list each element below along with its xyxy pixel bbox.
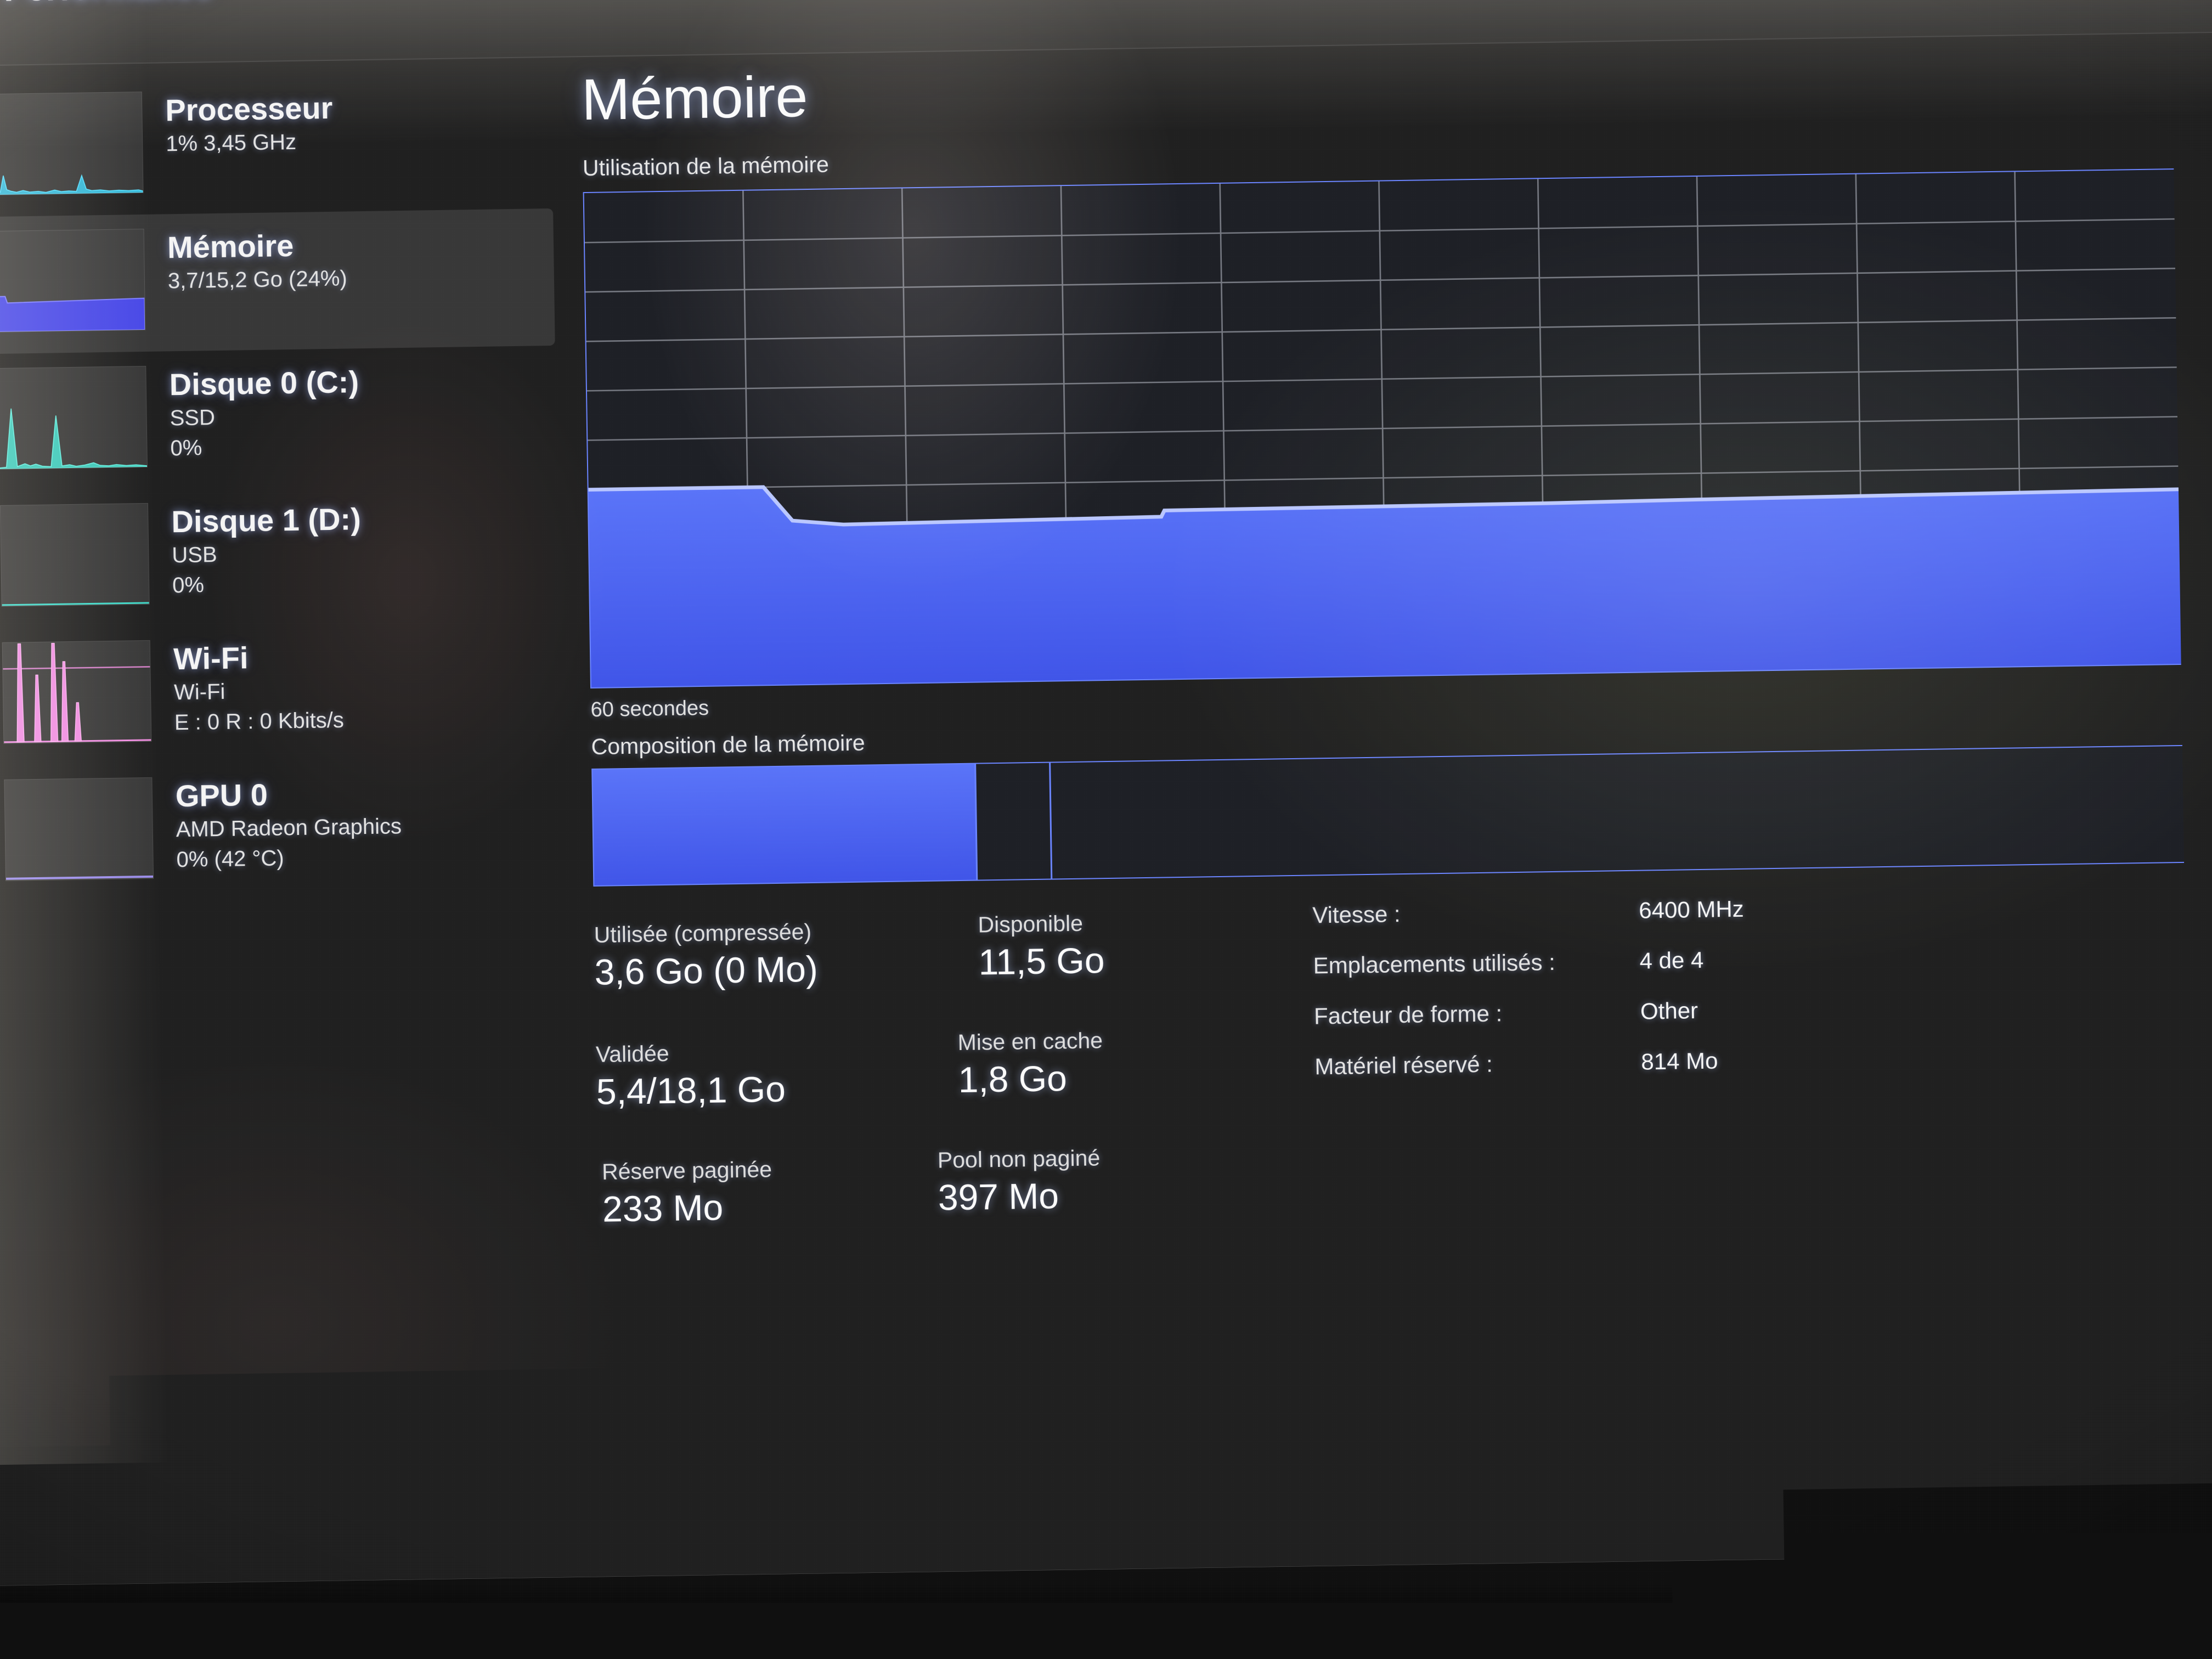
hidden-icons-button[interactable]	[1766, 1584, 1806, 1624]
volume-button[interactable]	[2171, 1578, 2211, 1618]
stat-cached: Mise en cache 1,8 Go	[957, 1028, 1103, 1101]
sidebar-item-disque-0[interactable]: Disque 0 (C:) SSD 0%	[0, 346, 557, 491]
stat-available-value: 11,5 Go	[978, 940, 1105, 983]
safely-remove-hardware-button[interactable]	[1847, 1583, 1887, 1623]
stat-used: Utilisée (compressée) 3,6 Go (0 Mo)	[594, 919, 818, 994]
wifi-thumbnail-graph	[2, 640, 152, 744]
spec-key: Facteur de forme :	[1314, 998, 1641, 1030]
sidebar-item-label: Mémoire	[167, 228, 347, 265]
memory-specs: Vitesse : 6400 MHz Emplacements utilisés…	[1312, 896, 1747, 1104]
task-manager-button[interactable]	[1273, 1581, 1335, 1644]
memory-usage-chart	[583, 168, 2181, 689]
sidebar-item-label: Disque 1 (D:)	[171, 502, 361, 539]
system-tray	[1766, 1578, 2212, 1624]
composition-segment-standby-free	[1049, 746, 2184, 879]
sidebar-item-sub1: SSD	[170, 402, 359, 432]
sidebar-item-sub2: E : 0 R : 0 Kbits/s	[174, 707, 345, 737]
resource-sidebar: Processeur 1% 3,45 GHz Mémoire 3,7/15,2 …	[0, 71, 567, 1177]
memory-composition-bar	[591, 745, 2184, 887]
spec-value: Other	[1640, 997, 1699, 1025]
spec-row-form-factor: Facteur de forme : Other	[1314, 997, 1746, 1054]
sidebar-item-sub1: AMD Radeon Graphics	[176, 812, 402, 844]
monitor-screen: Performance Exécuter u	[0, 0, 2212, 1659]
sidebar-item-gpu-0[interactable]: GPU 0 AMD Radeon Graphics 0% (42 °C)	[0, 757, 563, 902]
memory-thumbnail-graph	[0, 229, 145, 332]
stat-nonpaged-pool: Pool non paginé 397 Mo	[938, 1146, 1101, 1218]
edge-icon	[1027, 1585, 1090, 1647]
memory-detail-panel: Mémoire Utilisation de la mémoire	[581, 46, 2212, 1208]
stat-paged-pool: Réserve paginée 233 Mo	[602, 1157, 773, 1231]
composition-segment-modified	[974, 763, 1051, 880]
stat-nonpaged-pool-label: Pool non paginé	[938, 1146, 1101, 1172]
memory-stats: Utilisée (compressée) 3,6 Go (0 Mo) Disp…	[594, 900, 2101, 1208]
sidebar-item-sub2: 0%	[172, 569, 362, 600]
spec-value: 4 de 4	[1639, 947, 1703, 974]
folder-icon	[1150, 1583, 1212, 1645]
page-title: Performance	[3, 0, 213, 9]
spec-value: 814 Mo	[1641, 1048, 1718, 1075]
sidebar-item-label: Wi-Fi	[173, 640, 343, 676]
stat-paged-pool-label: Réserve paginée	[602, 1157, 772, 1184]
stat-committed: Validée 5,4/18,1 Go	[596, 1040, 786, 1113]
spec-key: Matériel réservé :	[1314, 1049, 1641, 1080]
network-button[interactable]	[2090, 1579, 2130, 1620]
spec-row-slots: Emplacements utilisés : 4 de 4	[1313, 946, 1745, 1003]
spec-key: Vitesse :	[1312, 898, 1639, 929]
spec-row-speed: Vitesse : 6400 MHz	[1312, 896, 1745, 953]
stat-available-label: Disponible	[978, 911, 1104, 937]
photographed-screen: Performance Exécuter u	[0, 0, 2212, 1659]
stat-used-value: 3,6 Go (0 Mo)	[594, 949, 818, 994]
start-button[interactable]	[904, 1587, 967, 1649]
stat-available: Disponible 11,5 Go	[978, 911, 1105, 983]
edge-button[interactable]	[1027, 1585, 1090, 1647]
stat-committed-label: Validée	[596, 1040, 786, 1067]
sidebar-item-label: Processeur	[165, 91, 333, 128]
sidebar-item-label: GPU 0	[175, 776, 401, 814]
stat-paged-pool-value: 233 Mo	[602, 1186, 773, 1230]
sidebar-item-disque-1[interactable]: Disque 1 (D:) USB 0%	[0, 483, 559, 628]
stat-nonpaged-pool-value: 397 Mo	[938, 1175, 1101, 1218]
task-manager-window: Performance Exécuter u	[0, 0, 2212, 1586]
stat-used-label: Utilisée (compressée)	[594, 919, 817, 947]
cpu-thumbnail-graph	[0, 92, 144, 195]
sidebar-item-sub1: USB	[172, 539, 362, 569]
active-app-indicator	[1299, 1649, 1311, 1657]
sidebar-item-label: Disque 0 (C:)	[169, 365, 359, 402]
sidebar-item-sub1: Wi-Fi	[174, 676, 344, 707]
sidebar-item-sub1: 3,7/15,2 Go (24%)	[168, 264, 348, 295]
task-manager-icon	[1273, 1581, 1335, 1644]
sidebar-item-wifi[interactable]: Wi-Fi Wi-Fi E : 0 R : 0 Kbits/s	[0, 620, 561, 765]
composition-segment-in-use	[592, 764, 976, 885]
spec-key: Emplacements utilisés :	[1313, 948, 1640, 979]
stat-committed-value: 5,4/18,1 Go	[596, 1069, 786, 1113]
chart-area-series	[584, 170, 2181, 687]
sidebar-item-sub1: 1% 3,45 GHz	[166, 128, 334, 159]
stat-cached-value: 1,8 Go	[958, 1057, 1103, 1101]
amd-software-tray-button[interactable]	[2009, 1581, 2049, 1621]
main-title: Mémoire	[581, 46, 2212, 129]
stat-cached-label: Mise en cache	[957, 1028, 1103, 1055]
disk1-thumbnail-graph	[0, 503, 150, 607]
sidebar-item-sub2: 0% (42 °C)	[176, 843, 402, 874]
sidebar-item-processeur[interactable]: Processeur 1% 3,45 GHz	[0, 71, 553, 217]
sidebar-item-sub2: 0%	[170, 432, 360, 462]
gpu-thumbnail-graph	[4, 777, 154, 881]
steam-tray-button[interactable]	[1928, 1582, 1968, 1622]
windows-logo-icon	[904, 1587, 967, 1649]
file-explorer-button[interactable]	[1150, 1583, 1212, 1645]
disk0-thumbnail-graph	[0, 366, 148, 470]
spec-row-hardware-reserved: Matériel réservé : 814 Mo	[1314, 1047, 1747, 1104]
sidebar-item-memoire[interactable]: Mémoire 3,7/15,2 Go (24%)	[0, 208, 555, 354]
spec-value: 6400 MHz	[1639, 896, 1744, 924]
